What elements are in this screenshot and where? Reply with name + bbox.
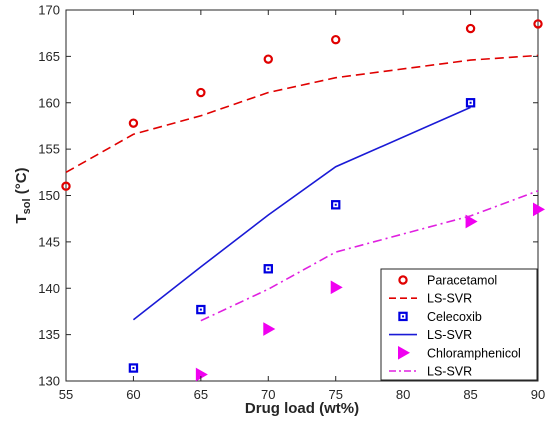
legend-marker-swatch — [398, 345, 411, 360]
y-tick-label: 140 — [38, 281, 60, 296]
data-point — [196, 87, 206, 98]
legend-label: Chloramphenicol — [427, 346, 521, 360]
data-point — [465, 98, 476, 108]
data-point — [61, 181, 71, 191]
y-tick-label: 160 — [38, 95, 60, 110]
y-axis-label-unit: (°C) — [13, 167, 30, 198]
y-tick-label: 155 — [38, 142, 60, 157]
data-point-center — [199, 308, 202, 311]
legend-marker-swatch — [398, 275, 408, 285]
data-point-frame — [465, 98, 476, 108]
x-tick-label: 85 — [463, 387, 477, 402]
data-point — [330, 280, 343, 295]
x-tick-label: 65 — [194, 387, 208, 402]
data-point-center — [132, 367, 135, 370]
legend-label: LS-SVR — [427, 328, 472, 342]
y-axis-label-main: T — [13, 214, 30, 223]
x-tick-label: 60 — [126, 387, 140, 402]
data-point — [196, 304, 206, 315]
legend-label: LS-SVR — [427, 292, 472, 306]
series-0-points — [61, 19, 543, 191]
y-axis-label-subscript: sol — [21, 198, 33, 214]
legend-entry: Celecoxib — [398, 310, 482, 324]
data-point — [533, 19, 543, 29]
data-point — [331, 200, 341, 210]
data-point — [128, 118, 139, 128]
legend: Paracetamol LS-SVR Celecoxib LS-SVR Chloramp… — [380, 268, 538, 381]
x-tick-label: 75 — [328, 387, 342, 402]
legend-marker-swatch-frame — [398, 311, 408, 322]
legend-label: LS-SVR — [427, 365, 472, 379]
x-tick-label: 70 — [261, 387, 275, 402]
data-series — [61, 19, 546, 382]
x-tick-label: 80 — [396, 387, 410, 402]
legend-marker-swatch — [398, 311, 408, 322]
y-tick-label: 135 — [38, 327, 60, 342]
legend-entry: LS-SVR — [389, 365, 472, 379]
data-point-frame — [128, 363, 139, 373]
y-axis-label: Tsol (°C) — [13, 167, 33, 223]
series-1-fit-line — [65, 54, 539, 174]
series-4-points — [195, 202, 546, 382]
series-2-points — [128, 98, 476, 373]
y-tick-label: 145 — [38, 234, 60, 249]
x-tick-label: 55 — [59, 387, 73, 402]
data-point-frame — [263, 264, 273, 274]
data-point — [195, 367, 208, 382]
data-point-frame — [331, 200, 341, 210]
data-point-frame — [196, 304, 206, 315]
legend-label: Paracetamol — [427, 274, 497, 288]
legend-marker-swatch-center — [402, 315, 404, 318]
axes: 55 60 65 70 75 80 85 90 130 135 140 145 150 155 160 165… — [38, 3, 545, 403]
y-tick-label: 130 — [38, 374, 60, 389]
data-point — [465, 214, 478, 229]
legend-entry: LS-SVR — [389, 292, 472, 306]
legend-box — [380, 268, 538, 381]
fit-line — [65, 54, 539, 174]
data-point — [263, 322, 276, 336]
legend-entry: LS-SVR — [389, 328, 472, 342]
data-point — [331, 34, 341, 45]
data-point-center — [267, 267, 270, 270]
data-point-center — [469, 101, 472, 104]
x-tick-label: 90 — [531, 387, 545, 402]
y-tick-label: 170 — [38, 3, 60, 18]
x-axis-label: Drug load (wt%) — [245, 400, 359, 417]
data-point — [128, 363, 139, 373]
data-point-center — [334, 203, 337, 206]
y-tick-label: 165 — [38, 49, 60, 64]
series-3-fit-line — [132, 106, 471, 321]
fit-line — [132, 106, 471, 321]
legend-label: Celecoxib — [427, 310, 482, 324]
legend-entry: Paracetamol — [398, 274, 497, 288]
data-point — [263, 54, 273, 64]
legend-entry: Chloramphenicol — [398, 345, 521, 360]
y-tick-label: 150 — [38, 188, 60, 203]
data-point — [263, 264, 273, 274]
data-point — [533, 202, 546, 217]
data-point — [465, 23, 476, 34]
